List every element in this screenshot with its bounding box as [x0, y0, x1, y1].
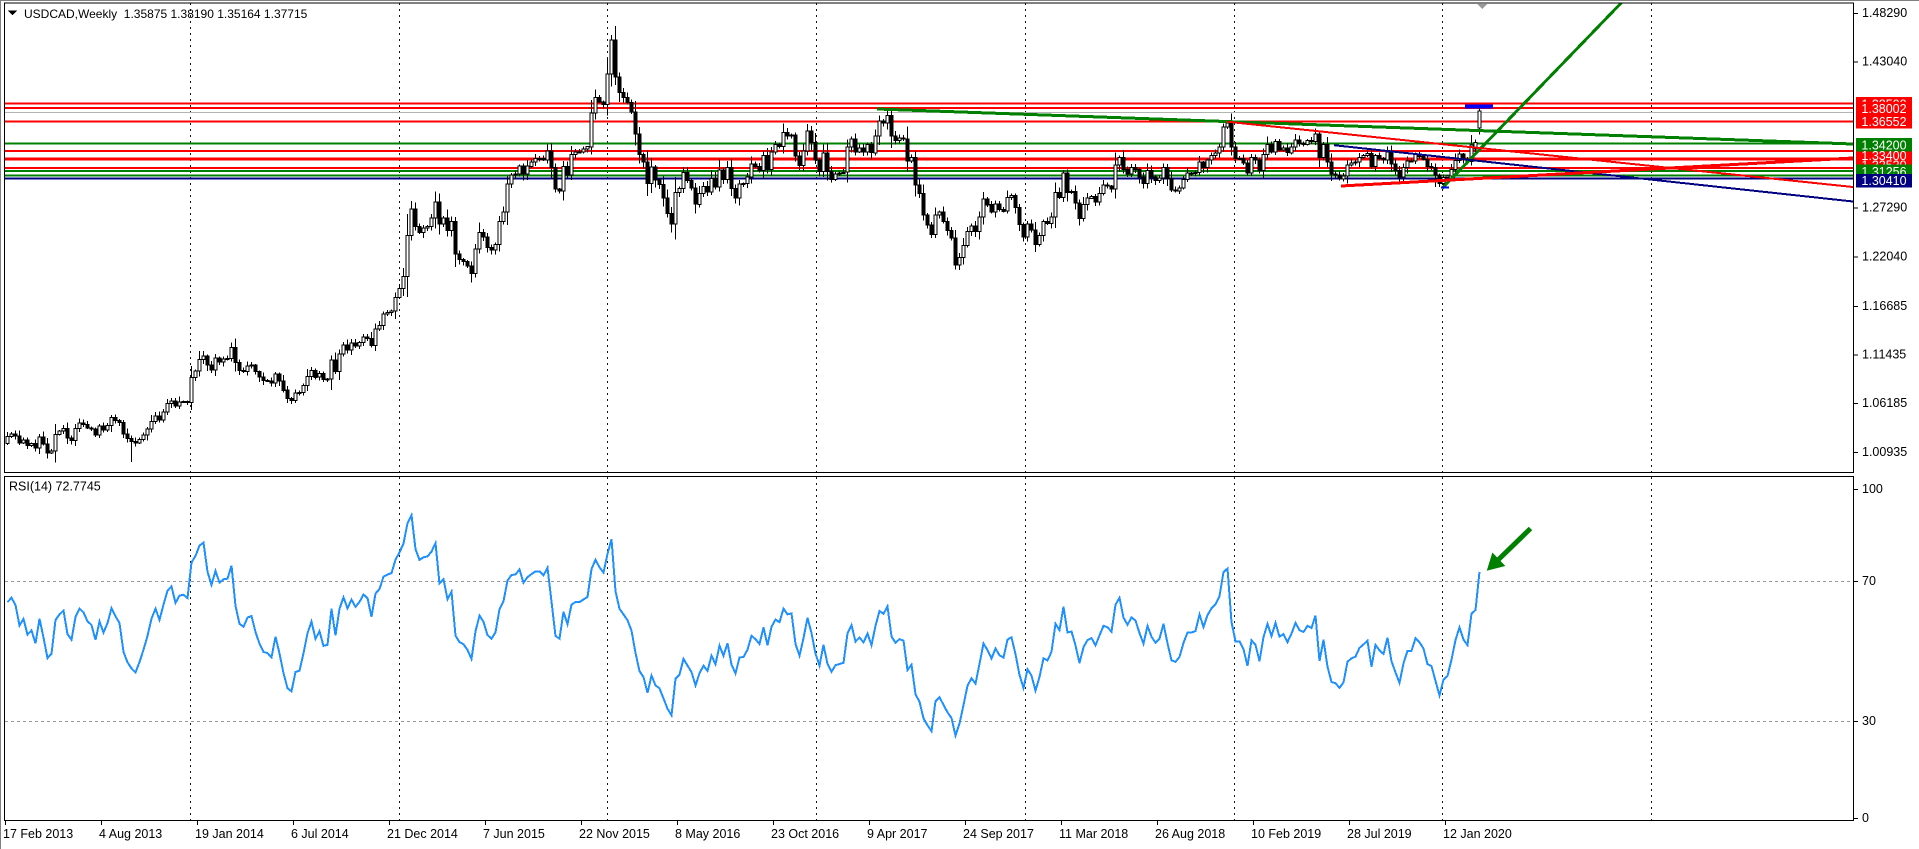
svg-text:1.00935: 1.00935: [1862, 445, 1907, 459]
svg-text:1.11435: 1.11435: [1862, 348, 1906, 362]
svg-text:1.34200: 1.34200: [1861, 138, 1906, 152]
svg-text:23 Oct 2016: 23 Oct 2016: [771, 827, 839, 841]
svg-text:8 May 2016: 8 May 2016: [675, 827, 740, 841]
svg-text:1.27290: 1.27290: [1862, 201, 1907, 215]
svg-text:28 Jul 2019: 28 Jul 2019: [1347, 827, 1412, 841]
svg-text:24 Sep 2017: 24 Sep 2017: [963, 827, 1034, 841]
svg-text:1.33400: 1.33400: [1861, 149, 1906, 163]
svg-text:26 Aug 2018: 26 Aug 2018: [1155, 827, 1225, 841]
svg-text:100: 100: [1862, 482, 1883, 496]
svg-text:1.16685: 1.16685: [1862, 299, 1907, 313]
svg-text:1.06185: 1.06185: [1862, 396, 1907, 410]
svg-text:USDCAD,Weekly 1.35875 1.38190: USDCAD,Weekly 1.35875 1.38190 1.35164 1.…: [24, 7, 308, 21]
svg-text:1.43040: 1.43040: [1862, 55, 1907, 69]
svg-text:19 Jan 2014: 19 Jan 2014: [195, 827, 264, 841]
svg-text:7 Jun 2015: 7 Jun 2015: [483, 827, 545, 841]
svg-text:9 Apr 2017: 9 Apr 2017: [867, 827, 928, 841]
svg-text:12 Jan 2020: 12 Jan 2020: [1443, 827, 1512, 841]
svg-text:70: 70: [1862, 574, 1876, 588]
svg-text:22 Nov 2015: 22 Nov 2015: [579, 827, 650, 841]
svg-text:6 Jul 2014: 6 Jul 2014: [291, 827, 349, 841]
svg-text:21 Dec 2014: 21 Dec 2014: [387, 827, 458, 841]
svg-text:0: 0: [1862, 811, 1869, 825]
svg-text:1.38002: 1.38002: [1861, 102, 1906, 116]
svg-text:30: 30: [1862, 714, 1876, 728]
svg-text:RSI(14) 72.7745: RSI(14) 72.7745: [9, 480, 101, 494]
svg-text:10 Feb 2019: 10 Feb 2019: [1251, 827, 1321, 841]
svg-text:17 Feb 2013: 17 Feb 2013: [3, 827, 73, 841]
svg-text:1.48290: 1.48290: [1862, 6, 1907, 20]
svg-text:4 Aug 2013: 4 Aug 2013: [99, 827, 162, 841]
svg-text:1.36552: 1.36552: [1861, 115, 1906, 129]
svg-text:11 Mar 2018: 11 Mar 2018: [1059, 827, 1128, 841]
svg-text:1.30410: 1.30410: [1861, 174, 1906, 188]
svg-text:1.22040: 1.22040: [1862, 249, 1907, 263]
